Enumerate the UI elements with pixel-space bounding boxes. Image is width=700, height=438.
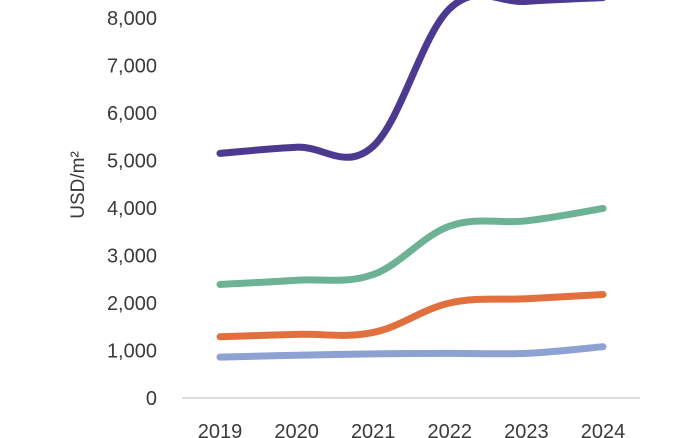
y-tick-label: 5,000 [107,151,157,173]
x-tick-label: 2021 [351,421,396,438]
y-tick-label: 1,000 [107,341,157,363]
series-orange-line [216,290,607,341]
y-tick-label: 7,000 [107,56,157,78]
x-tick-label: 2023 [504,421,549,438]
series-blue-line [216,343,607,361]
x-tick-label: 2022 [428,421,473,438]
x-tick-label: 2019 [198,421,243,438]
series-lines [216,0,607,361]
series-green-line [216,204,607,288]
series-purple-line [216,0,606,161]
y-axis-label: USD/m² [68,151,89,219]
y-tick-label: 8,000 [107,8,157,30]
y-tick-label: 2,000 [107,293,157,315]
y-tick-label: 0 [146,388,157,410]
y-tick-label: 6,000 [107,103,157,125]
y-tick-label: 4,000 [107,198,157,220]
x-tick-label: 2020 [274,421,319,438]
x-axis-ticks: 2019 2020 2021 2022 2023 2024 [198,421,626,438]
x-tick-label: 2024 [581,421,626,438]
y-tick-label: 3,000 [107,246,157,268]
y-axis-ticks: 0 1,000 2,000 3,000 4,000 5,000 6,000 7,000 8,00… [107,8,157,410]
